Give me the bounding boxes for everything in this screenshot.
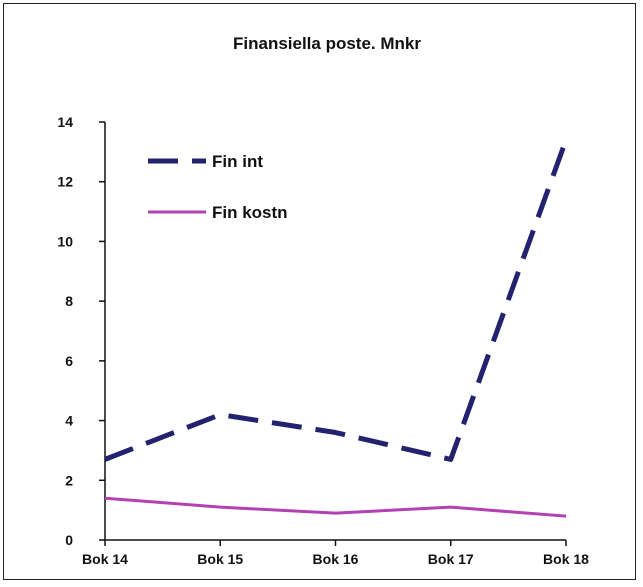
y-tick-label: 0 <box>65 532 73 548</box>
legend: Fin int Fin kostn <box>148 152 288 222</box>
x-tick-label: Bok 18 <box>543 551 589 567</box>
x-tick-label: Bok 15 <box>197 551 243 567</box>
y-tick-label: 14 <box>57 114 73 130</box>
x-tick-label: Bok 14 <box>82 551 128 567</box>
y-ticks: 0 2 4 6 8 10 12 14 <box>57 114 105 548</box>
y-tick-label: 4 <box>65 413 73 429</box>
x-tick-label: Bok 17 <box>428 551 474 567</box>
series-layer <box>104 139 569 518</box>
legend-label: Fin kostn <box>212 203 288 222</box>
y-tick-label: 10 <box>57 233 73 249</box>
x-ticks: Bok 14 Bok 15 Bok 16 Bok 17 Bok 18 <box>82 540 589 567</box>
series-line-fin-kostn <box>104 496 567 518</box>
chart-title: Finansiella poste. Mnkr <box>233 34 421 53</box>
x-tick-label: Bok 16 <box>313 551 359 567</box>
series-line-fin-int <box>104 139 569 462</box>
y-tick-label: 8 <box>65 293 73 309</box>
legend-label: Fin int <box>212 152 263 171</box>
y-tick-label: 12 <box>57 174 73 190</box>
y-tick-label: 6 <box>65 353 73 369</box>
chart-frame <box>3 3 636 580</box>
y-tick-label: 2 <box>65 472 73 488</box>
